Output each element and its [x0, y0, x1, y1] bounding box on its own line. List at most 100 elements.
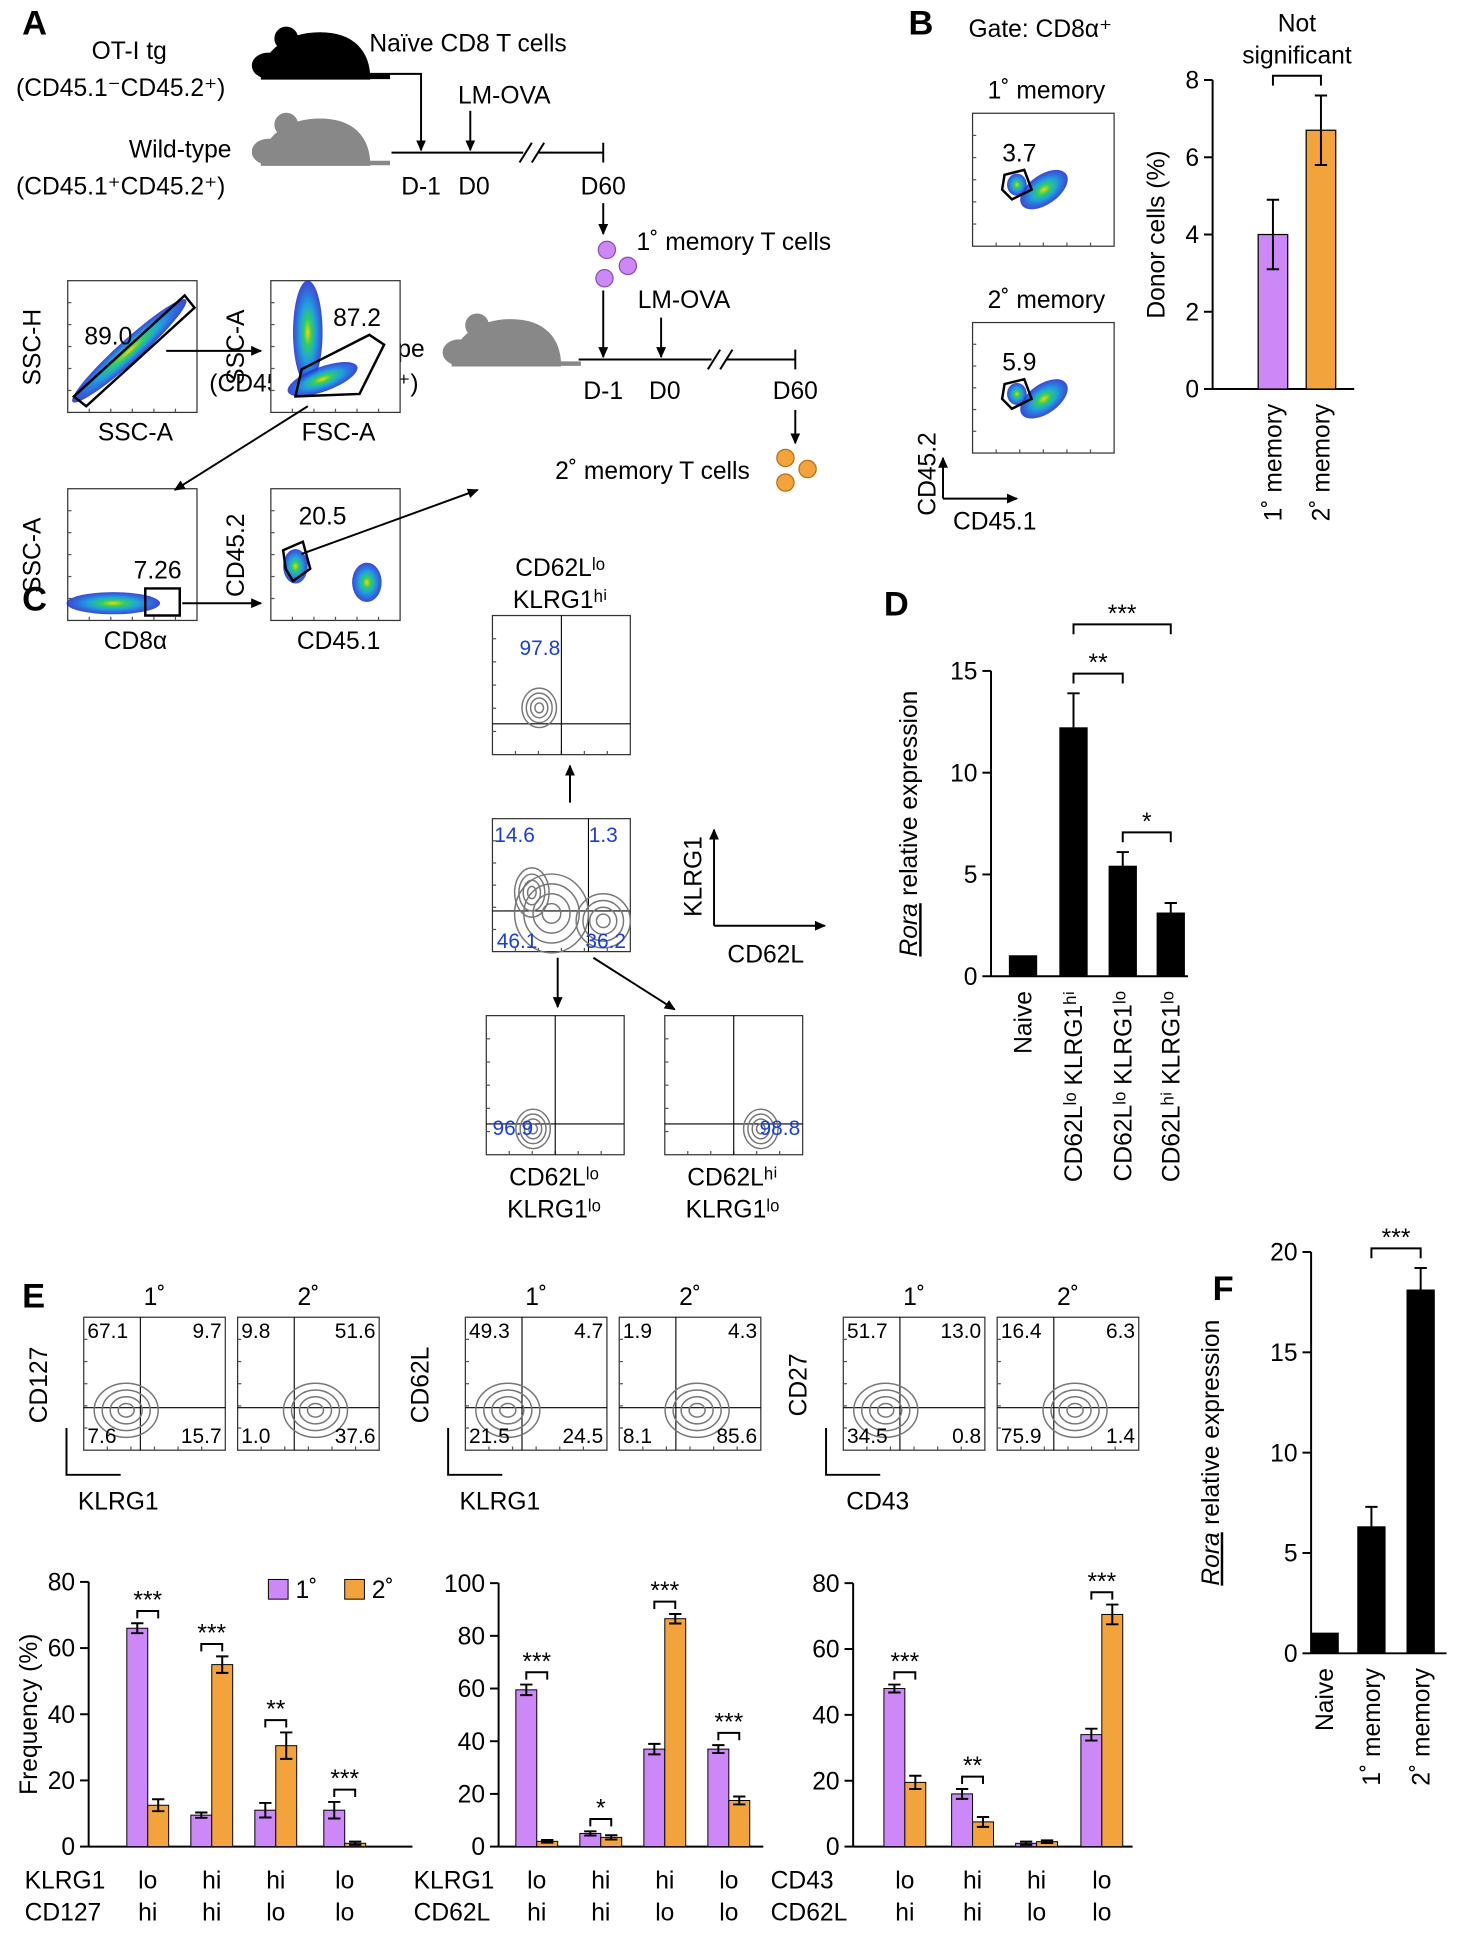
y-axis-title-part: Rora	[896, 903, 923, 956]
y-tick-label: 0	[964, 964, 978, 991]
label: 7.6	[87, 1425, 116, 1448]
contour	[529, 697, 549, 719]
x-tick-label: lo	[335, 1867, 354, 1894]
error-bar	[131, 1622, 144, 1635]
arrow	[173, 405, 309, 491]
label: CD45.2	[223, 513, 250, 596]
contour	[1042, 1382, 1108, 1439]
significance-label: **	[1089, 650, 1109, 677]
y-tick-label: 60	[812, 1637, 839, 1664]
y-tick-label: 0	[826, 1834, 840, 1861]
x-tick-label: Naive	[1312, 1668, 1339, 1731]
bar	[1059, 727, 1088, 977]
x-tick-label: CD62Lʰⁱ KLRG1ˡᵒ	[1158, 991, 1185, 1182]
significance-label: ***	[890, 1649, 919, 1676]
label: CD62L	[727, 942, 804, 969]
y-axis-title: Rora relative expression	[896, 691, 923, 957]
panel-label: D	[884, 586, 909, 624]
y-axis-title-part: Rora	[1198, 1532, 1225, 1585]
bar	[664, 1618, 687, 1848]
significance-label: *	[1142, 809, 1152, 836]
error-bar	[1019, 1840, 1033, 1846]
label: 67.1	[87, 1320, 128, 1343]
error-bar	[280, 1731, 293, 1760]
label: 1.3	[589, 824, 618, 847]
y-tick-label: 20	[812, 1768, 839, 1795]
label: 96.9	[492, 1117, 533, 1140]
contour	[93, 1382, 159, 1439]
cell-density	[66, 592, 161, 615]
x-tick-label: hi	[202, 1867, 221, 1894]
cell-density	[1020, 379, 1068, 419]
label: 1˚ memory	[988, 77, 1106, 104]
y-tick-label: 2	[1185, 299, 1199, 326]
x-tick-label: lo	[138, 1867, 157, 1894]
axis-key	[447, 1428, 503, 1476]
label: SSC-A	[223, 309, 250, 385]
label: SSC-A	[98, 420, 174, 447]
axis-key	[65, 1428, 121, 1476]
cell	[618, 256, 638, 276]
contour	[747, 1113, 775, 1145]
error-bar	[888, 1683, 901, 1694]
label: 21.5	[469, 1425, 510, 1448]
error-bar	[955, 1787, 969, 1800]
legend-label: 2˚	[372, 1577, 394, 1604]
legend-label: 1˚	[295, 1577, 317, 1604]
error-bar	[584, 1830, 597, 1837]
contour	[290, 1389, 341, 1432]
y-tick-label: 40	[812, 1702, 839, 1729]
label: 49.3	[469, 1320, 510, 1343]
error-bar	[1106, 1603, 1119, 1626]
bar	[275, 1745, 298, 1848]
category-row-name: CD62L	[414, 1899, 491, 1926]
bar	[1305, 129, 1337, 390]
y-tick-label: 0	[1185, 377, 1199, 404]
significance-label: ***	[1087, 1569, 1116, 1596]
label: KLRG1	[681, 836, 708, 917]
label: (CD45.1⁻CD45.2⁺)	[16, 75, 225, 102]
gate	[281, 539, 312, 583]
bar	[126, 1627, 149, 1848]
significance-bracket	[1271, 74, 1322, 86]
error-bar	[1040, 1839, 1054, 1844]
y-tick-label: 10	[950, 760, 977, 787]
contour	[282, 1382, 349, 1439]
contour	[534, 702, 545, 714]
flow-plot-frame	[83, 1316, 226, 1451]
cell-density	[1007, 382, 1027, 406]
x-tick-label: lo	[1027, 1899, 1046, 1926]
bar	[728, 1799, 751, 1848]
cell-density	[1020, 169, 1068, 210]
label: 2˚	[1057, 1284, 1079, 1311]
significance-label: **	[963, 1753, 983, 1780]
contour	[513, 873, 590, 954]
contour	[117, 1402, 135, 1418]
label: 37.6	[335, 1425, 376, 1448]
contour	[528, 1123, 539, 1135]
x-tick-label: hi	[963, 1899, 982, 1926]
label: 20.5	[299, 503, 347, 530]
contour	[541, 902, 562, 925]
significance-label: ***	[714, 1709, 743, 1736]
contour	[1058, 1396, 1092, 1425]
label: 87.2	[333, 305, 381, 332]
significance-bracket	[589, 1818, 613, 1827]
label: 51.6	[335, 1320, 376, 1343]
x-tick-label: lo	[335, 1899, 354, 1926]
label: KLRG1	[78, 1488, 159, 1515]
bar	[1101, 1613, 1124, 1848]
bar	[883, 1688, 906, 1848]
contour	[680, 1396, 714, 1425]
bar	[643, 1748, 666, 1848]
label: SSC-A	[20, 517, 47, 593]
significance-bracket	[333, 1788, 357, 1798]
cell-density	[352, 562, 382, 602]
error-bar	[1314, 94, 1328, 166]
contour	[523, 883, 580, 944]
contour	[877, 1402, 895, 1418]
arrow	[369, 72, 426, 152]
cell	[798, 459, 817, 479]
x-tick-label: 1˚ memory	[1261, 403, 1288, 521]
contour	[526, 885, 537, 900]
